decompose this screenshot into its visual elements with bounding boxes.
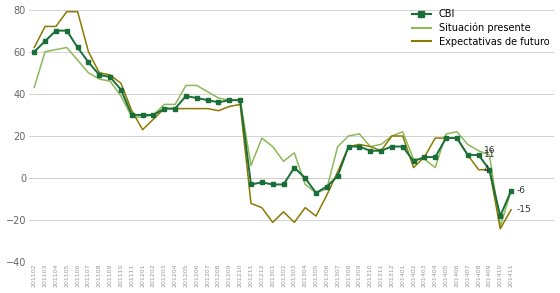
Text: 4: 4 bbox=[484, 165, 489, 174]
Text: 11: 11 bbox=[484, 151, 496, 159]
Text: -15: -15 bbox=[516, 205, 531, 214]
Legend: CBI, Situación presente, Expectativas de futuro: CBI, Situación presente, Expectativas de… bbox=[412, 9, 549, 47]
Text: 16: 16 bbox=[484, 146, 496, 155]
Text: -6: -6 bbox=[516, 186, 525, 195]
